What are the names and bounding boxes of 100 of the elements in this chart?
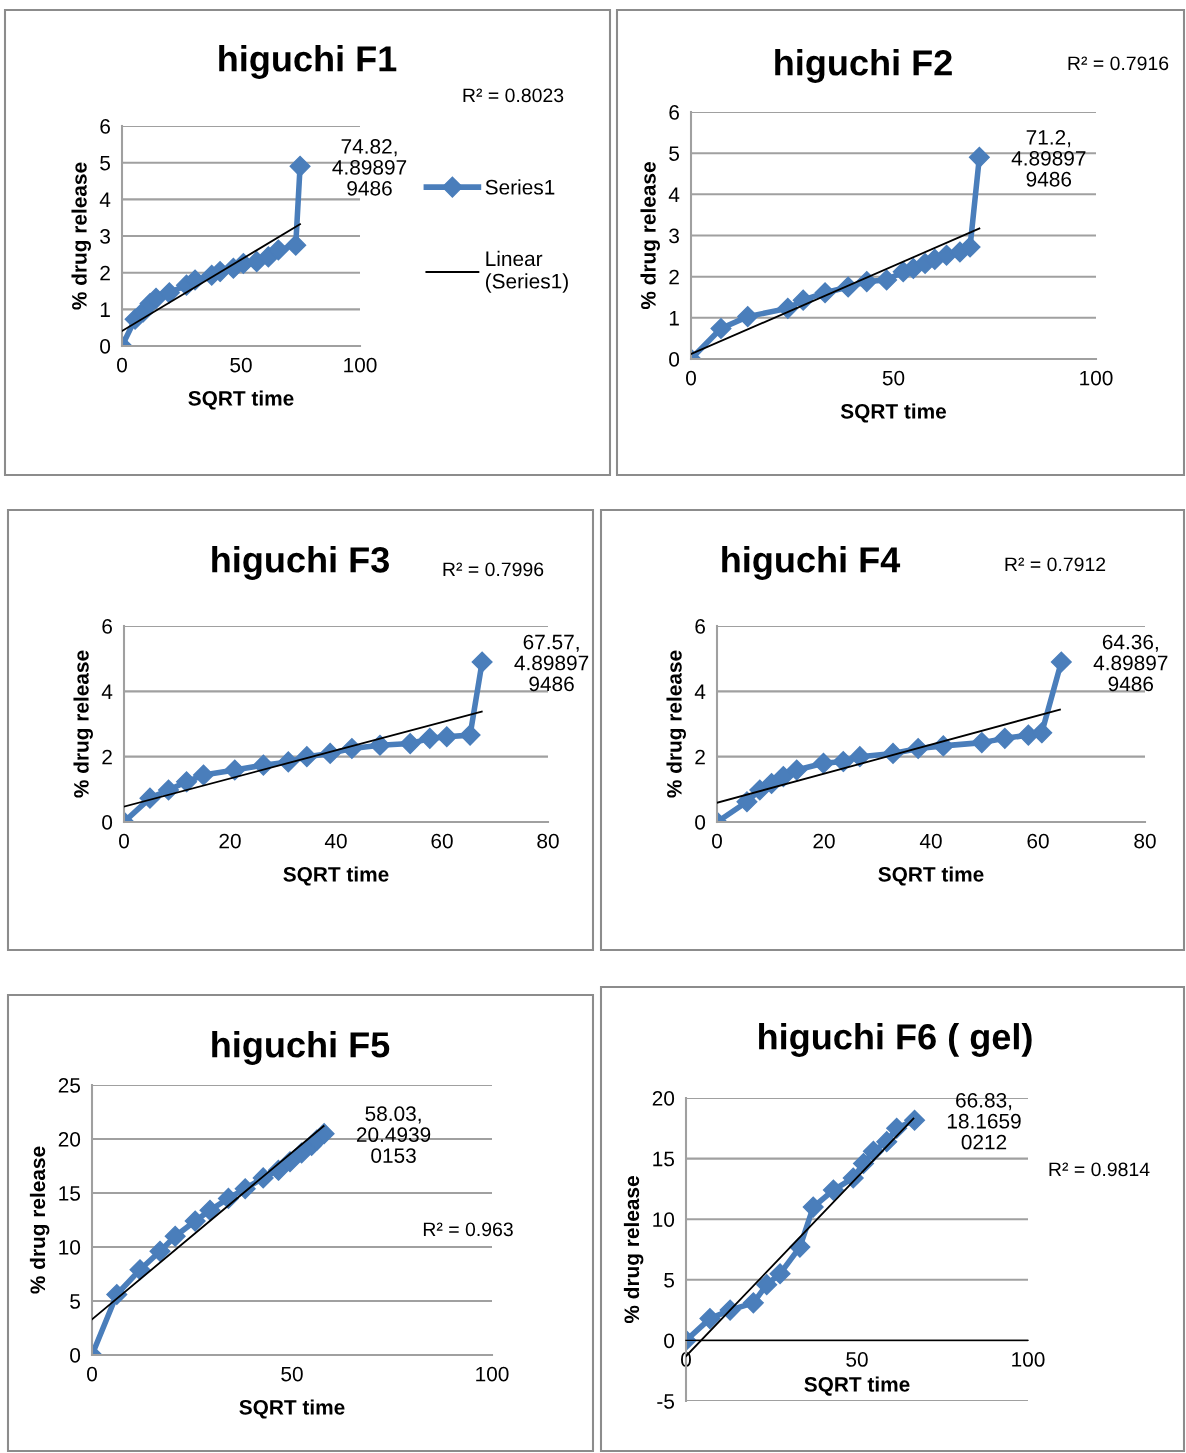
point [786, 759, 808, 781]
point [822, 1179, 844, 1201]
point [471, 651, 493, 673]
x-tick-label: 40 [324, 833, 347, 849]
y-tick-label: 10 [59, 1240, 81, 1255]
point [267, 239, 289, 261]
point [158, 282, 180, 304]
y-tick-label: 6 [102, 619, 112, 634]
point [164, 1225, 186, 1247]
point [199, 1199, 221, 1221]
x-tick-label: 100 [1080, 370, 1113, 386]
annotation: 71.2, 4.89897 9486 [1011, 130, 1086, 187]
y-tick-label: 25 [58, 1078, 81, 1093]
x-tick-label: 80 [537, 833, 559, 849]
chart-title: higuchi F2 [775, 49, 952, 83]
y-tick-label: 5 [100, 155, 111, 171]
point [145, 287, 167, 309]
y-axis-title: % drug release [623, 1176, 644, 1324]
x-axis-title: SQRT time [840, 403, 947, 423]
x-axis-title: SQRT time [239, 1399, 345, 1419]
x-tick-label: 50 [846, 1352, 868, 1367]
y-tick-label: 5 [664, 1273, 675, 1288]
point [399, 733, 421, 755]
x-tick-label: 0 [119, 833, 129, 849]
point [1050, 651, 1072, 673]
point [832, 751, 854, 773]
y-tick-label: 0 [695, 815, 706, 830]
y-tick-label: 1 [669, 311, 679, 326]
point [285, 234, 307, 256]
point [129, 1259, 151, 1281]
point [789, 1236, 811, 1258]
annotation: 66.83, 18.1659 0212 [947, 1092, 1021, 1150]
y-tick-label: 3 [669, 228, 679, 244]
point [224, 759, 246, 781]
y-tick-label: 20 [58, 1132, 81, 1147]
chart-title: higuchi F1 [219, 45, 397, 79]
y-axis-title: % drug release [71, 162, 91, 310]
y-tick-label: 4 [668, 187, 680, 202]
point [904, 1109, 926, 1131]
point [812, 752, 834, 774]
y-tick-label: 20 [652, 1091, 675, 1106]
chart-title: higuchi F6 ( gel) [759, 1023, 1032, 1057]
point [876, 269, 898, 291]
y-tick-label: 5 [669, 146, 680, 161]
x-tick-label: 0 [87, 1366, 97, 1382]
y-tick-label: 2 [100, 265, 110, 281]
x-tick-label: 0 [712, 833, 722, 849]
x-tick-label: 50 [882, 370, 905, 386]
y-tick-label: 4 [101, 684, 113, 699]
x-tick-label: 60 [431, 833, 453, 849]
annotation: 67.57, 4.89897 9486 [514, 634, 589, 692]
x-tick-label: 80 [1134, 833, 1156, 849]
y-axis-title: % drug release [73, 650, 93, 798]
x-tick-label: 0 [117, 357, 127, 373]
x-tick-label: 20 [219, 833, 241, 849]
point [1017, 724, 1039, 746]
text: R² = 0.8023 [463, 88, 564, 103]
y-tick-label: 15 [59, 1186, 81, 1201]
point [971, 732, 993, 754]
y-tick-label: 6 [669, 105, 679, 120]
y-tick-label: 4 [99, 192, 111, 207]
y-tick-label: 1 [100, 302, 110, 317]
point [736, 791, 758, 813]
y-tick-label: 0 [664, 1333, 675, 1349]
point [769, 1263, 791, 1285]
point [968, 146, 990, 168]
point [710, 318, 732, 340]
chart-title: higuchi F5 [212, 1031, 390, 1065]
point [176, 771, 198, 793]
x-axis-title: SQRT time [283, 866, 389, 886]
y-tick-label: 2 [102, 749, 112, 765]
point [419, 727, 441, 749]
point [756, 1274, 778, 1296]
text: R² = 0.7916 [1068, 56, 1169, 71]
x-tick-label: 60 [1027, 833, 1049, 849]
x-tick-label: 100 [476, 1366, 509, 1382]
y-tick-label: -5 [657, 1394, 675, 1409]
y-tick-label: 15 [653, 1151, 675, 1167]
point [289, 155, 311, 177]
x-tick-label: 50 [281, 1366, 303, 1382]
x-tick-label: 100 [344, 357, 377, 373]
x-tick-label: 50 [230, 357, 252, 373]
point [149, 1240, 171, 1262]
chart-title: higuchi F4 [722, 546, 901, 580]
legend-label: Linear (Series1) [485, 250, 568, 293]
text: R² = 0.7996 [443, 562, 544, 577]
x-tick-label: 40 [919, 833, 942, 849]
x-tick-label: 100 [1012, 1352, 1045, 1367]
y-axis-title: % drug release [640, 162, 660, 310]
point [959, 236, 981, 258]
y-axis-title: % drug release [666, 650, 686, 798]
y-axis-title: % drug release [29, 1146, 50, 1294]
point [192, 764, 215, 786]
point [742, 1292, 764, 1314]
x-axis-title: SQRT time [804, 1376, 910, 1396]
y-tick-label: 10 [653, 1212, 675, 1227]
point [436, 726, 458, 748]
point [994, 727, 1016, 749]
annotation: R² = 0.963 [423, 1222, 513, 1237]
y-tick-label: 0 [100, 339, 111, 354]
